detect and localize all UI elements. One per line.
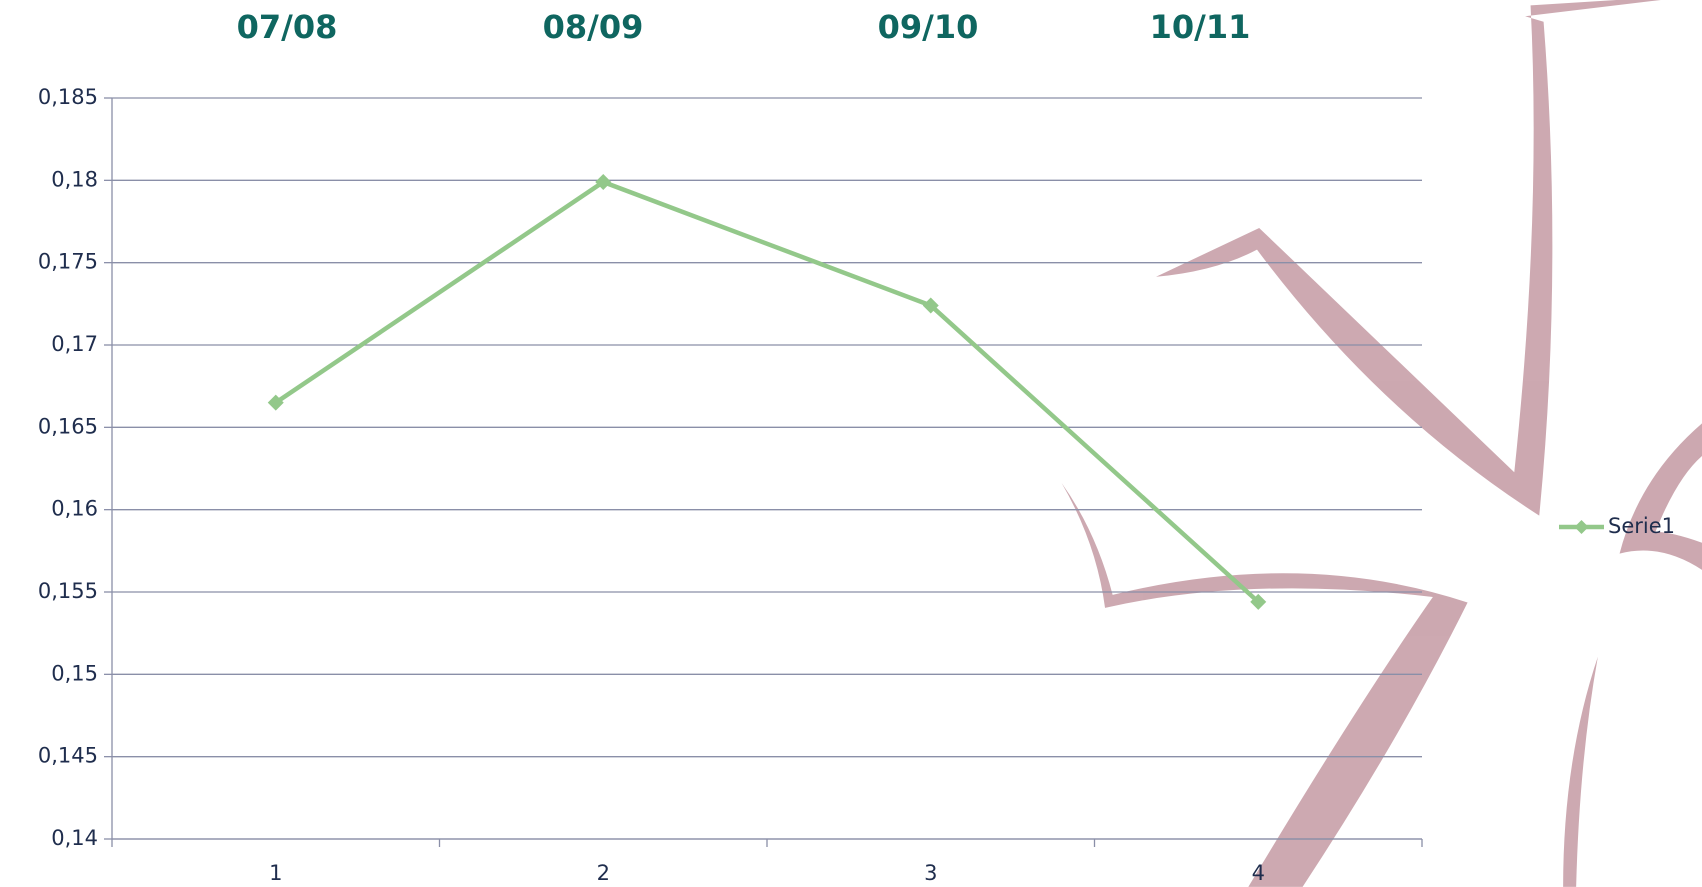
- y-tick-label: 0,16: [51, 497, 98, 521]
- legend-swatch-marker: [1575, 520, 1589, 534]
- y-tick-label: 0,145: [38, 744, 98, 768]
- y-tick-label: 0,17: [51, 332, 98, 356]
- y-tick-label: 0,185: [38, 85, 98, 109]
- y-tick-label: 0,155: [38, 579, 98, 603]
- header-label: 10/11: [1150, 8, 1251, 46]
- x-tick-label: 4: [1252, 861, 1265, 885]
- x-tick-label: 3: [924, 861, 937, 885]
- header-label: 09/10: [878, 8, 979, 46]
- series-line: [276, 182, 1259, 602]
- y-tick-label: 0,175: [38, 250, 98, 274]
- chart: 07/08 08/09 09/10 10/11 0,14 0,145 0,15 0,155 0,…: [0, 0, 1702, 887]
- x-tick-label: 1: [269, 861, 282, 885]
- y-tick-label: 0,165: [38, 414, 98, 438]
- header-label: 07/08: [237, 8, 338, 46]
- x-tick-label: 2: [597, 861, 610, 885]
- y-tick-label: 0,14: [51, 826, 98, 850]
- header-label: 08/09: [543, 8, 644, 46]
- y-tick-label: 0,18: [51, 167, 98, 191]
- legend-label: Serie1: [1608, 514, 1675, 538]
- background-emblem: [1062, 0, 1702, 887]
- y-tick-label: 0,15: [51, 661, 98, 685]
